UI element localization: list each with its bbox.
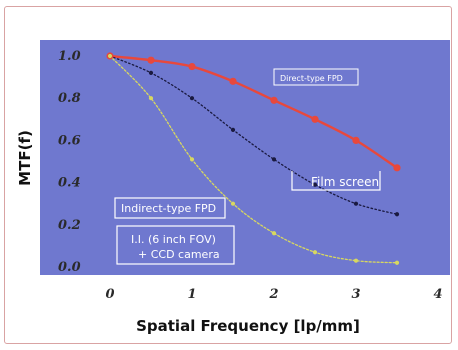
series-2-point — [353, 258, 359, 263]
series-1-point — [148, 70, 154, 75]
series-2-point — [271, 231, 277, 236]
x-tick-labels: 0 1 2 3 4 — [105, 287, 442, 302]
series-1-point — [394, 212, 400, 217]
series-markers — [106, 52, 401, 265]
series-0-point — [311, 115, 319, 123]
series-0-point — [352, 136, 360, 144]
annotation-ccd-label: + CCD camera — [138, 248, 220, 261]
series-1-point — [271, 157, 277, 162]
series-0-point — [270, 96, 278, 104]
x-axis-title: Spatial Frequency [lp/mm] — [136, 317, 360, 335]
y-tick-label: 0.0 — [58, 260, 81, 275]
series-0-point — [393, 164, 401, 172]
annotation-indirect-fpd-label: Indirect-type FPD — [121, 202, 216, 215]
series-0-point — [147, 56, 155, 64]
figure-frame — [4, 6, 452, 344]
series-2-point — [230, 201, 236, 206]
series-1-point — [189, 96, 195, 101]
x-tick-label: 3 — [351, 287, 360, 302]
series-0-point — [229, 77, 237, 85]
series-1-point — [312, 182, 318, 187]
y-axis-title: MTF(f) — [16, 130, 34, 186]
x-tick-label: 4 — [433, 287, 442, 302]
y-tick-label: 0.6 — [58, 133, 81, 148]
series-1-point — [353, 201, 359, 206]
x-tick-label: 1 — [187, 287, 196, 302]
series-2-point — [189, 157, 195, 162]
y-tick-label: 0.8 — [58, 91, 81, 106]
x-tick-label: 2 — [268, 287, 278, 302]
y-tick-labels: 0.0 0.2 0.4 0.6 0.8 1.0 — [58, 49, 81, 275]
series-line-1 — [109, 55, 398, 215]
annotation-ii-ccd: I.I. (6 inch FOV) + CCD camera — [116, 225, 235, 265]
series-2-point — [107, 53, 113, 59]
y-tick-label: 1.0 — [58, 49, 81, 64]
annotation-ii-label: I.I. (6 inch FOV) — [131, 233, 216, 246]
plot-background — [40, 40, 450, 275]
series-2-point — [312, 250, 318, 255]
series-2-point — [394, 260, 400, 265]
annotation-direct-fpd: Direct-type FPD — [273, 68, 359, 86]
annotation-film-screen-label: Film screen — [311, 175, 379, 189]
series-1-point — [230, 127, 236, 132]
annotation-direct-fpd-label: Direct-type FPD — [280, 74, 343, 83]
annotation-indirect-fpd: Indirect-type FPD — [114, 197, 226, 219]
y-tick-label: 0.2 — [58, 218, 81, 233]
x-tick-label: 0 — [105, 287, 114, 302]
y-tick-label: 0.4 — [58, 176, 81, 191]
annotation-film-screen: Film screen — [291, 171, 381, 191]
series-0-point — [188, 62, 196, 71]
series-line-2 — [109, 55, 398, 264]
series-2-point — [148, 96, 154, 101]
